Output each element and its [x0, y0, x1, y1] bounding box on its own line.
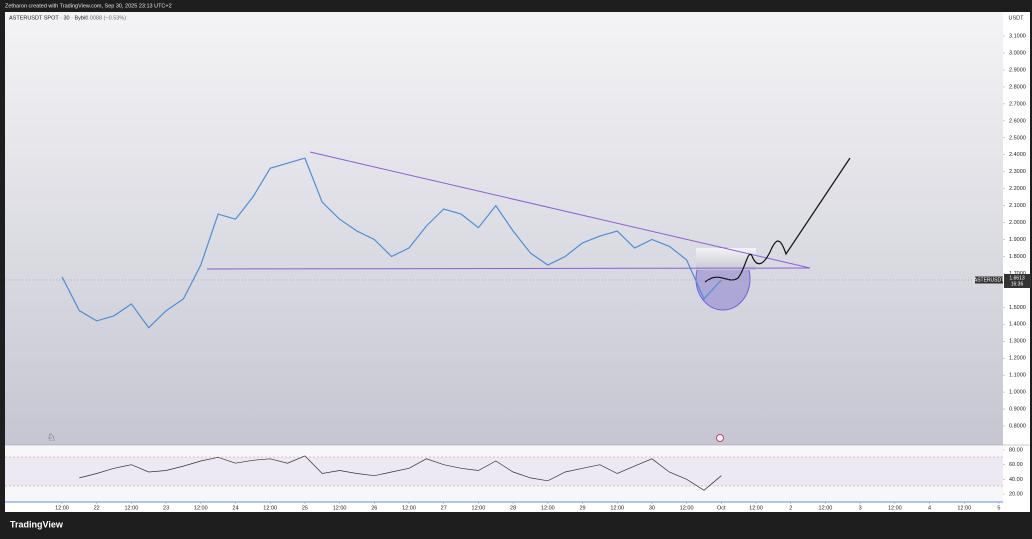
support-line	[206, 267, 811, 270]
y-tick-label: 2.8000	[1009, 84, 1026, 90]
x-tick-label: 5	[997, 505, 1000, 511]
y-tick-label: 20.00	[1009, 491, 1023, 497]
y-tick-label: 0.9000	[1009, 407, 1026, 413]
time-axis	[5, 502, 1030, 512]
x-tick-label: 30	[649, 505, 655, 511]
x-tick-label: 12:00	[402, 505, 416, 511]
logo-icon: ♘	[47, 433, 56, 444]
series-line	[61, 157, 722, 329]
last-price-label: 1.6613	[1009, 275, 1025, 281]
y-axis-label: USDT	[1009, 15, 1025, 21]
x-tick-label: 12:00	[472, 505, 486, 511]
x-tick-label: 27	[441, 505, 447, 511]
x-tick-label: Oct	[717, 505, 726, 511]
x-tick-label: 4	[928, 505, 931, 511]
x-tick-label: 12:00	[610, 505, 624, 511]
x-tick-label: 12:00	[55, 505, 69, 511]
y-tick-label: 2.2000	[1009, 186, 1026, 192]
symbol-label: ASTERUSDT	[974, 277, 1004, 283]
projection-path	[704, 157, 851, 283]
header-text: Zetharon created with TradingView.com, S…	[5, 3, 172, 9]
y-tick-label: 2.9000	[1009, 67, 1026, 73]
x-tick-label: 22	[94, 505, 100, 511]
cup-mask	[696, 248, 756, 270]
countdown-label: 16:36	[1011, 281, 1024, 287]
x-tick-label: 26	[371, 505, 377, 511]
x-tick-label: 12:00	[680, 505, 694, 511]
x-tick-label: 12:00	[124, 505, 138, 511]
rsi-band	[5, 457, 1003, 486]
x-tick-label: 24	[232, 505, 238, 511]
y-tick-label: 1.8000	[1009, 254, 1026, 260]
y-tick-label: 1.3000	[1009, 339, 1026, 345]
x-tick-label: 29	[579, 505, 585, 511]
y-tick-label: 2.6000	[1009, 118, 1026, 124]
x-tick-label: 12:00	[541, 505, 555, 511]
y-tick-label: 1.7000	[1009, 271, 1026, 277]
x-tick-label: 12:00	[888, 505, 902, 511]
y-tick-label: 3.1000	[1009, 34, 1026, 40]
y-tick-label: 2.4000	[1009, 152, 1026, 158]
x-tick-label: 12:00	[333, 505, 347, 511]
symbol-box	[975, 276, 1003, 284]
x-tick-label: 3	[859, 505, 862, 511]
x-tick-label: 12:00	[194, 505, 208, 511]
event-icon	[716, 434, 724, 442]
x-tick-label: 12:00	[819, 505, 833, 511]
price-pane	[5, 12, 1003, 445]
y-tick-label: 1.1000	[1009, 373, 1026, 379]
x-tick-label: 25	[302, 505, 308, 511]
x-tick-label: 23	[163, 505, 169, 511]
y-tick-label: 2.5000	[1009, 135, 1026, 141]
footer-brand: TradingView	[10, 519, 64, 529]
y-tick-label: 1.9000	[1009, 237, 1026, 243]
y-tick-label: 1.5000	[1009, 305, 1026, 311]
y-tick-label: 2.7000	[1009, 101, 1026, 107]
x-tick-label: 28	[510, 505, 516, 511]
y-tick-label: 40.00	[1009, 477, 1023, 483]
y-tick-label: 3.0000	[1009, 50, 1026, 56]
y-tick-label: 1.4000	[1009, 322, 1026, 328]
last-price-box	[1004, 273, 1031, 288]
y-tick-label: 2.3000	[1009, 169, 1026, 175]
price-axis	[1003, 12, 1030, 512]
y-tick-label: 60.00	[1009, 462, 1023, 468]
x-tick-label: 2	[789, 505, 792, 511]
y-tick-label: 2.0000	[1009, 220, 1026, 226]
y-tick-label: 0.8000	[1009, 423, 1026, 429]
trendline	[309, 151, 811, 269]
price-change: −0.0088 (−0.53%)	[82, 15, 126, 21]
y-tick-label: 2.1000	[1009, 203, 1026, 209]
x-tick-label: 12:00	[263, 505, 277, 511]
y-tick-label: 80.00	[1009, 447, 1023, 453]
symbol-title: ASTERUSDT SPOT · 30 · Bybit	[9, 15, 87, 21]
y-tick-label: 1.0000	[1009, 390, 1026, 396]
x-tick-label: 12:00	[957, 505, 971, 511]
y-tick-label: 1.2000	[1009, 356, 1026, 362]
x-tick-label: 12:00	[749, 505, 763, 511]
series-line	[79, 455, 722, 491]
